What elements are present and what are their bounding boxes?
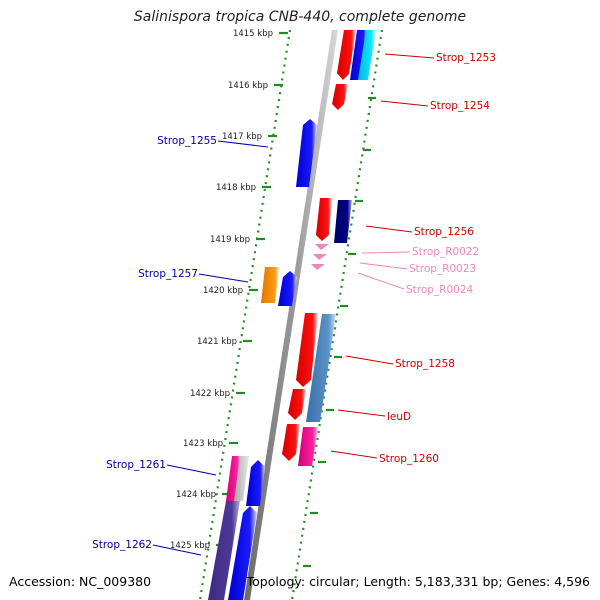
scale-label: 1417 kbp xyxy=(222,132,262,142)
feature-label-strop-1253[interactable]: Strop_1253 xyxy=(436,52,496,64)
scale-label: 1418 kbp xyxy=(216,183,256,193)
gene-strop-1261-grey[interactable] xyxy=(234,456,249,501)
feature-label-strop-1262[interactable]: Strop_1262 xyxy=(92,539,152,551)
feature-label-strop-r0023[interactable]: Strop_R0023 xyxy=(409,263,476,275)
scale-label: 1422 kbp xyxy=(190,389,230,399)
feature-label-strop-1260[interactable]: Strop_1260 xyxy=(379,453,439,465)
feature-label-strop-1257[interactable]: Strop_1257 xyxy=(138,268,198,280)
gene-strop-1260[interactable] xyxy=(282,424,300,461)
feature-label-strop-1258[interactable]: Strop_1258 xyxy=(395,358,455,370)
outer-track-dots xyxy=(290,29,384,600)
scale-label: 1424 kbp xyxy=(176,490,216,500)
gene-strop-1254[interactable] xyxy=(332,84,348,110)
gene-strop-1261-magenta[interactable] xyxy=(226,456,241,501)
forward-features xyxy=(282,30,356,466)
gene-leud-steel[interactable] xyxy=(306,314,336,422)
feature-label-strop-1254[interactable]: Strop_1254 xyxy=(430,100,490,112)
feature-label-strop-r0024[interactable]: Strop_R0024 xyxy=(406,284,474,296)
scale-label: 1415 kbp xyxy=(233,29,273,39)
label-leaders xyxy=(152,53,435,556)
gene-strop-1258[interactable] xyxy=(296,313,318,387)
gene-leud[interactable] xyxy=(288,389,306,420)
feature-label-leud[interactable]: leuD xyxy=(387,411,411,423)
gene-strop-1262-purple[interactable] xyxy=(208,501,240,600)
gene-strop-1253-c[interactable] xyxy=(358,30,376,80)
rna-strop-r0024[interactable] xyxy=(311,264,325,270)
scale-label: 1416 kbp xyxy=(228,81,268,91)
scale-label: 1420 kbp xyxy=(203,286,243,296)
gene-strop-1262[interactable] xyxy=(228,506,257,600)
map-title: Salinispora tropica CNB-440, complete ge… xyxy=(133,9,467,25)
gene-strop-1257[interactable] xyxy=(278,271,297,306)
gene-strop-1257-orange[interactable] xyxy=(261,267,279,303)
feature-label-strop-1255[interactable]: Strop_1255 xyxy=(157,135,217,147)
gene-strop-1253[interactable] xyxy=(337,30,356,80)
feature-label-strop-1261[interactable]: Strop_1261 xyxy=(106,459,166,471)
outer-track-ticks xyxy=(303,96,376,568)
gene-strop-1260-b[interactable] xyxy=(298,427,318,466)
gene-strop-1253-b[interactable] xyxy=(350,30,368,80)
rna-strop-r0023[interactable] xyxy=(313,254,327,260)
feature-label-strop-1256[interactable]: Strop_1256 xyxy=(414,226,474,238)
genome-axis xyxy=(244,30,338,600)
outer-cds-stack xyxy=(350,30,376,80)
gene-strop-1256-b[interactable] xyxy=(334,200,352,243)
scale-label: 1423 kbp xyxy=(183,439,223,449)
reverse-features xyxy=(208,119,317,600)
gene-strop-1256[interactable] xyxy=(316,198,332,241)
scale-label: 1425 kbp xyxy=(170,541,210,551)
rna-features xyxy=(311,244,329,270)
scale-label: 1419 kbp xyxy=(210,235,250,245)
topology-text: Topology: circular; Length: 5,183,331 bp… xyxy=(246,574,590,589)
gene-strop-1255[interactable] xyxy=(296,119,317,187)
gene-strop-1261[interactable] xyxy=(246,460,265,506)
scale-label: 1421 kbp xyxy=(197,337,237,347)
feature-label-strop-r0022[interactable]: Strop_R0022 xyxy=(412,246,479,258)
rna-strop-r0022[interactable] xyxy=(315,244,329,250)
inner-track-dots xyxy=(198,29,292,600)
accession-text: Accession: NC_009380 xyxy=(9,574,152,589)
